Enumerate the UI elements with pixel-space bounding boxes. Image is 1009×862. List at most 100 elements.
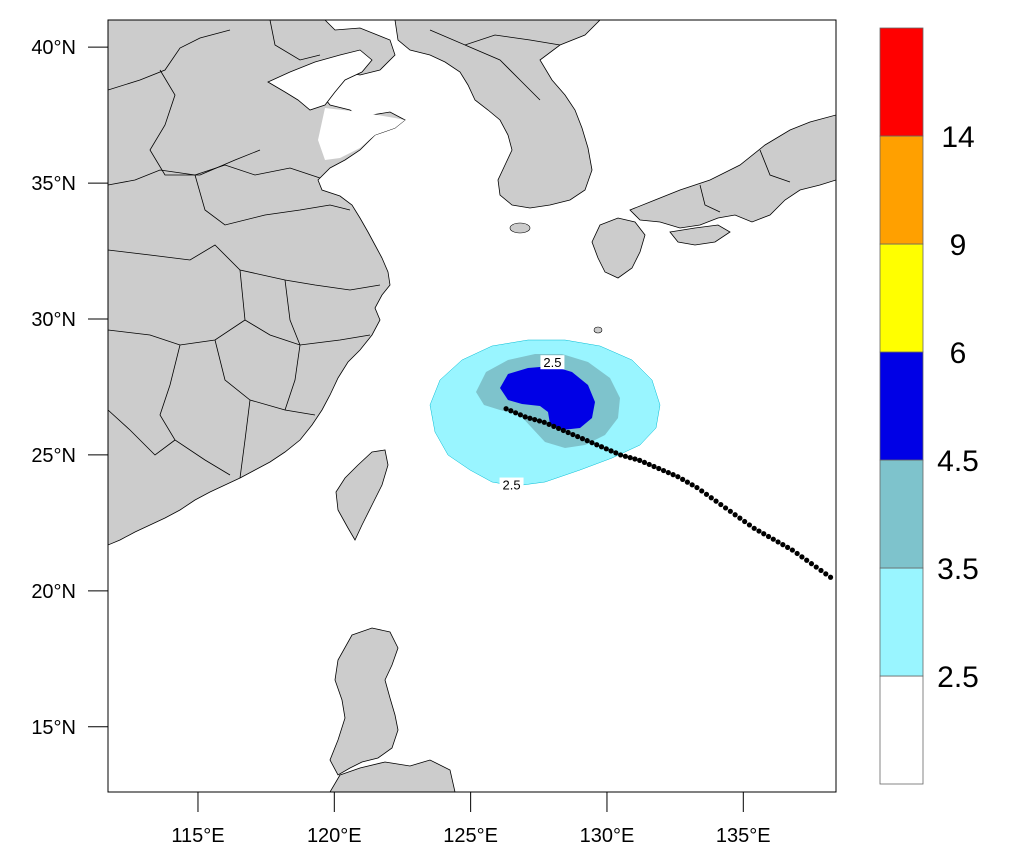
track-dot [746,522,753,528]
x-axis: 115°E 120°E 125°E 130°E 135°E [171,792,771,847]
track-dot [613,450,619,456]
track-dot [751,525,757,531]
y-tick-label: 25°N [31,445,76,467]
colorbar-segment [879,135,924,245]
track-dot [794,550,800,557]
typhoon-track [503,406,834,580]
track-dot [527,415,533,421]
track-dot [632,456,638,462]
track-dot [699,488,705,494]
track-dot [570,431,576,438]
colorbar-segment [879,351,924,461]
track-dot [560,427,566,434]
colorbar-segment [879,459,924,569]
track-dot [565,429,571,436]
track-dot [637,457,643,463]
track-dot [823,571,829,577]
track-dot [827,574,834,580]
y-tick-label: 20°N [31,581,76,603]
track-dot [665,469,671,476]
colorbar-segment [879,27,924,137]
map-frame [107,19,837,793]
track-dot [522,414,528,420]
x-tick-label: 115°E [171,825,224,847]
colorbar-label: 14 [941,121,974,154]
track-dot [780,542,786,548]
track-dot [785,544,791,550]
contour-label: 2.5 [502,478,520,493]
track-dot [799,554,805,560]
track-dot [742,518,748,525]
track-dot [603,446,609,452]
track-dot [508,408,514,414]
contour-label-bg [540,355,565,370]
track-dot [727,508,733,514]
land-luzon [329,627,399,776]
track-dot [808,561,815,567]
land-philippines-south [329,759,456,792]
land-japan-honshu [629,114,836,229]
land-taiwan [335,449,389,541]
y-tick-label: 15°N [31,717,76,739]
province-boundaries [108,20,791,479]
x-tick-label: 135°E [716,825,771,847]
track-dot [584,438,590,444]
colorbar-segment [879,243,924,353]
track-dot [598,444,605,450]
track-dot [732,512,738,518]
colorbar-segment [879,675,924,785]
track-dot [641,459,648,466]
x-tick-label: 130°E [580,825,635,847]
track-dot [589,440,595,446]
y-axis: 40°N 35°N 30°N 25°N 20°N 15°N [31,37,108,739]
track-dot [546,421,552,427]
track-dot [551,423,557,429]
track-dot [689,482,695,488]
track-dot [575,433,581,440]
track-dot [622,453,628,459]
track-dot [608,448,614,454]
contour-label-bg [499,477,524,492]
track-dot [517,412,523,418]
colorbar-label: 3.5 [937,553,979,586]
track-dot [708,495,714,501]
track-dot [555,425,562,432]
track-dot [722,505,729,511]
x-tick-label: 120°E [307,825,362,847]
track-dot [684,479,691,485]
track-dot [761,531,767,537]
colorbar-label: 4.5 [937,445,979,478]
track-dot [680,476,686,482]
track-dot [541,419,547,425]
track-dot [813,564,819,570]
track-dot [670,472,676,478]
track-dot [775,539,781,545]
colorbar: 2.5 3.5 4.5 6 9 14 [879,27,979,785]
track-dot [818,567,824,574]
land-japan-shikoku [669,224,731,246]
colorbar-segment [879,567,924,677]
track-dot [737,515,743,521]
y-tick-label: 35°N [31,173,76,195]
track-dot [718,501,724,508]
colorbar-label: 2.5 [937,661,979,694]
track-dot [660,467,667,474]
track-dot [713,498,719,504]
track-dot [594,442,600,448]
track-dot [617,452,624,458]
y-tick-label: 40°N [31,37,76,59]
colorbar-label: 6 [950,337,967,370]
contour-label: 2.5 [543,355,561,370]
bohai-sea [267,49,373,111]
colorbar-label: 9 [950,229,967,262]
track-dot [536,418,543,424]
y-tick-label: 30°N [31,309,76,331]
track-dot [789,547,795,553]
track-dot [627,455,633,461]
track-dot [770,536,776,542]
land-japan-kyushu [591,217,646,279]
track-dot [503,406,509,412]
track-dot [694,484,700,491]
contour-labels: 2.5 2.5 [499,355,565,493]
